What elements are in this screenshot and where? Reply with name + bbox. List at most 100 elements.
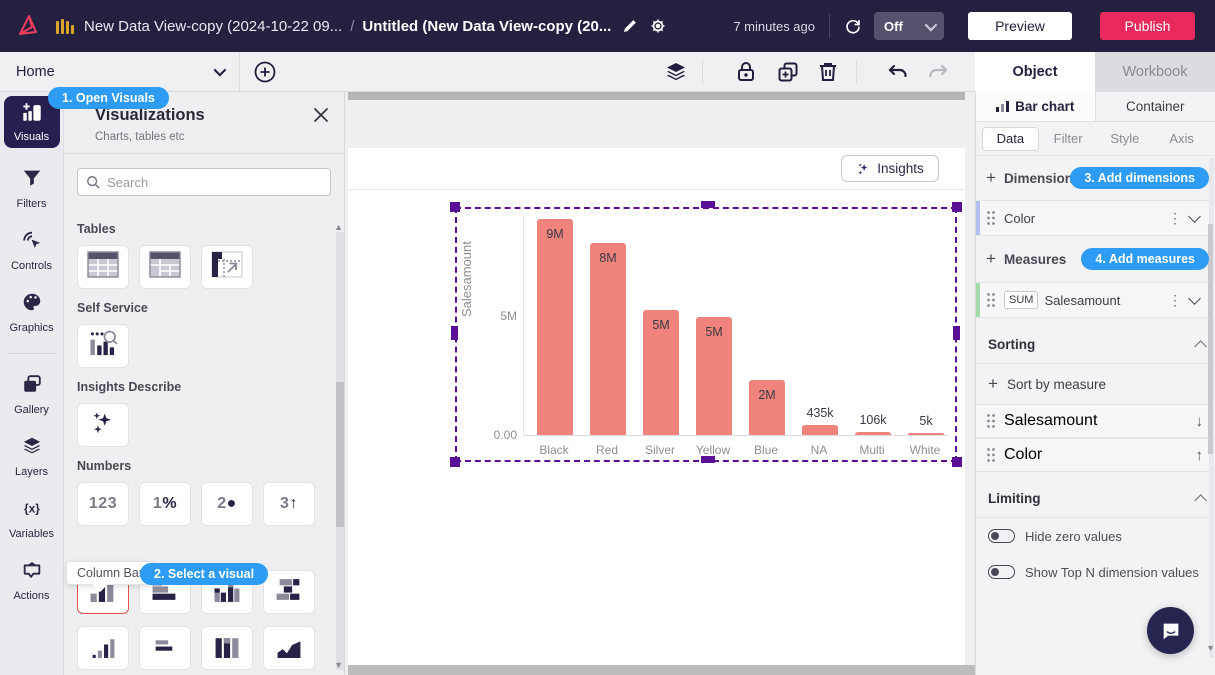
selection-handle[interactable] [701,456,715,463]
undo-button[interactable] [886,60,910,84]
bar-black[interactable]: 9M [537,217,573,435]
toggle-switch[interactable] [988,565,1015,579]
bar-yellow[interactable]: 5M [696,217,732,435]
rail-item-actions[interactable]: Actions [4,559,60,602]
chevron-up-icon[interactable] [1194,494,1207,507]
tab-bar-chart[interactable]: Bar chart [976,92,1096,121]
scroll-up-caret[interactable]: ▲ [334,222,343,232]
refresh-button[interactable] [844,17,862,35]
bar-multi[interactable]: 106k [855,217,891,435]
publish-button[interactable]: Publish [1100,12,1195,40]
subtab-style[interactable]: Style [1110,131,1140,146]
selection-handle[interactable] [451,326,458,340]
bar[interactable] [696,317,732,435]
duplicate-button[interactable] [776,60,800,84]
canvas-scrollbar-top[interactable] [348,92,965,100]
inspector-scrollbar[interactable] [1208,158,1214,658]
chevron-down-icon[interactable] [1188,210,1201,223]
tab-container[interactable]: Container [1096,92,1215,121]
rename-button[interactable] [621,17,639,35]
visual-card-small-column[interactable] [77,626,129,670]
lock-button[interactable] [734,60,758,84]
tab-object[interactable]: Object [975,52,1095,92]
visual-card[interactable]: 2● [201,482,253,526]
plus-icon[interactable]: + [986,249,996,268]
close-icon[interactable] [312,106,330,124]
drag-handle-icon[interactable] [986,413,996,429]
layers-toolbar-button[interactable] [664,60,688,84]
field-row-salesamount[interactable]: SUM Salesamount ⋮ [976,282,1215,318]
sort-asc-icon[interactable]: ↑ [1195,446,1204,464]
visual-card[interactable]: 1% [139,482,191,526]
subtab-axis[interactable]: Axis [1169,131,1194,146]
visual-card-grouped-bar[interactable] [263,570,315,614]
sort-desc-icon[interactable]: ↓ [1195,412,1204,430]
rail-item-layers[interactable]: Layers [4,435,60,478]
visual-card[interactable] [201,245,253,289]
search-input[interactable] [107,174,322,190]
app-logo-icon[interactable] [16,13,42,39]
scroll-down-caret[interactable]: ▼ [1206,643,1215,653]
inspector-scrollbar-thumb[interactable] [1208,224,1213,454]
selection-handle[interactable] [952,457,962,467]
kebab-menu-icon[interactable]: ⋮ [1168,209,1182,226]
breadcrumb-parent[interactable]: New Data View-copy (2024-10-22 09... [84,17,343,35]
bar[interactable] [749,380,785,435]
chevron-up-icon[interactable] [1194,340,1207,353]
bar[interactable] [802,425,838,435]
delete-button[interactable] [816,60,840,84]
panel-scrollbar[interactable] [336,232,344,670]
rail-item-visuals[interactable]: Visuals [3,96,60,148]
selection-handle[interactable] [952,202,962,212]
drag-handle-icon[interactable] [986,447,996,463]
drag-handle-icon[interactable] [986,210,996,226]
kebab-menu-icon[interactable]: ⋮ [1168,291,1182,308]
toggle-switch[interactable] [988,529,1015,543]
bar-red[interactable]: 8M [590,217,626,435]
visual-card[interactable] [77,403,129,447]
selection-handle[interactable] [450,457,460,467]
visual-card[interactable]: 3↑ [263,482,315,526]
tab-workbook[interactable]: Workbook [1095,52,1215,92]
measures-label[interactable]: Measures [1003,251,1067,267]
subtab-data[interactable]: Data [982,126,1039,151]
add-item-button[interactable] [253,60,277,84]
selection-handle[interactable] [953,326,960,340]
visual-card[interactable] [77,245,129,289]
canvas-scrollbar-bottom[interactable] [348,665,975,675]
field-row-color[interactable]: Color ⋮ [976,200,1215,236]
visual-card-h-lines[interactable] [139,626,191,670]
bar[interactable] [908,433,944,435]
redo-button[interactable] [926,60,950,84]
dimensions-label[interactable]: Dimensions [1003,170,1081,186]
bar[interactable] [855,432,891,435]
drag-handle-icon[interactable] [986,292,996,308]
bar-blue[interactable]: 2M [749,217,785,435]
bar-white[interactable]: 5k [908,217,944,435]
bar[interactable] [643,310,679,435]
subtab-filter[interactable]: Filter [1053,131,1083,146]
rail-item-controls[interactable]: Controls [4,229,60,272]
rail-item-graphics[interactable]: Graphics [4,291,60,334]
autosave-dropdown[interactable]: Off [874,12,944,40]
visual-card[interactable]: 123 [77,482,129,526]
visual-card[interactable] [77,324,129,368]
chevron-down-icon[interactable] [1188,292,1201,305]
visual-card[interactable] [139,245,191,289]
rail-item-filters[interactable]: Filters [4,167,60,210]
scroll-down-caret[interactable]: ▼ [334,660,343,670]
page-selector[interactable]: Home [0,52,240,91]
insights-button[interactable]: Insights [841,155,939,182]
plus-icon[interactable]: + [986,168,996,187]
aggregation-badge[interactable]: SUM [1004,291,1039,309]
settings-button[interactable] [649,17,667,35]
sort-row-salesamount[interactable]: Salesamount ↓ [976,404,1215,438]
bar-chart-widget[interactable]: Salesamount 9M 8M 5M 5M 2M 435k 106k 5k Black Re… [450,201,962,467]
selection-handle[interactable] [701,201,715,208]
bar[interactable] [537,219,573,435]
rail-item-gallery[interactable]: Gallery [4,373,60,416]
bar-na[interactable]: 435k [802,217,838,435]
preview-button[interactable]: Preview [968,12,1072,40]
selection-handle[interactable] [450,202,460,212]
visual-card-area[interactable] [263,626,315,670]
